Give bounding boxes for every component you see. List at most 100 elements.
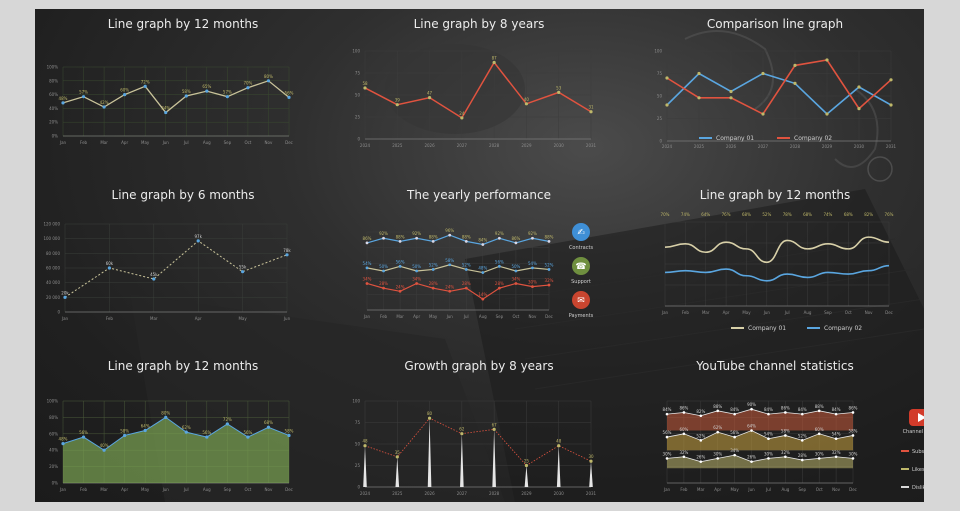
support-series-point [431, 268, 435, 271]
support-series-data-label: 52% [545, 262, 554, 267]
series-point [225, 422, 229, 426]
series-data-label: 53 [556, 85, 562, 90]
x-tick-label: Mar [100, 140, 108, 145]
dislikes-series-point [716, 457, 720, 460]
top-label: 74% [823, 212, 832, 217]
spike-bar [492, 429, 496, 487]
subscribers-series-point [834, 412, 838, 416]
series-point [143, 84, 147, 88]
series-data-label: 56% [202, 430, 211, 435]
x-tick-label: Jun [747, 487, 755, 492]
series-data-label: 56% [79, 430, 88, 435]
subscribers-series-point [817, 409, 821, 413]
y-tick-label: 100 000 [43, 236, 60, 241]
chart-yearly-performance: Jan Feb Mar Apr May Jun Jul Aug Sep Oct Nov Dec 86% 9… [363, 223, 594, 319]
likes-series-point [817, 432, 821, 436]
subscribers-series-data-label: 84% [764, 407, 773, 412]
series-point [143, 428, 147, 433]
series-data-label: 68% [264, 420, 273, 425]
x-tick-label: Mar [100, 487, 108, 492]
panel-line-6-months: Line graph by 6 months 0 20 000 40 000 60 0… [35, 180, 331, 344]
series-point [164, 110, 168, 115]
x-tick-label: Dec [285, 140, 293, 145]
contracts-series-point [415, 236, 419, 240]
dislikes-series-point [800, 458, 804, 462]
chart-line-8-years: 0 25 50 75 100 2024 2025 2026 2027 2028 2029 2030 20… [352, 49, 596, 149]
subscribers-series-data-label: 90% [747, 402, 756, 407]
dislikes-series-point [767, 457, 770, 460]
likes-series-data-label: 58% [781, 428, 790, 433]
y-tick-label: 0 [357, 137, 360, 142]
likes-series-data-label: 54% [764, 432, 773, 437]
x-tick-label: Oct [244, 140, 251, 145]
x-tick-label: 2025 [392, 491, 403, 496]
chart-title: The yearly performance [406, 188, 551, 202]
series-data-label: 48% [59, 96, 68, 101]
x-tick-label: Feb [106, 316, 114, 321]
series-data-label: 34% [161, 106, 170, 111]
x-tick-label: Jul [765, 487, 771, 492]
subscribers-series-data-label: 84% [730, 407, 739, 412]
dislikes-series-data-label: 26% [696, 455, 705, 460]
support-series-data-label: 50% [379, 264, 388, 269]
x-tick-label: Jun [763, 310, 771, 315]
likes-series-point [834, 437, 838, 441]
x-tick-label: Mar [702, 310, 710, 315]
y-tick-label: 40% [49, 106, 58, 111]
series-data-label: 40 [524, 97, 530, 102]
spike-bar [460, 433, 464, 487]
company-02-point [889, 78, 893, 82]
y-tick-label: 120 000 [43, 222, 60, 227]
series-data-label: 60k [106, 261, 114, 266]
subscribers-series-point [716, 409, 720, 413]
legend-label: Company 02 [794, 135, 832, 142]
company-02-point [825, 58, 829, 62]
x-tick-label: May [238, 316, 247, 321]
support-series-point [415, 269, 419, 273]
x-tick-label: Feb [80, 140, 88, 145]
support-series-point [365, 266, 369, 270]
payments-series-data-label: 24% [396, 284, 405, 289]
y-tick-label: 100% [47, 399, 59, 404]
top-label: 76% [722, 212, 731, 217]
y-tick-label: 0% [52, 481, 59, 486]
subscribers-series-point [665, 412, 669, 416]
y-tick-label: 0 [357, 485, 360, 490]
company-01-line [664, 236, 890, 264]
likes-series-point [716, 430, 720, 434]
series-data-label: 57% [223, 90, 232, 95]
subscribers-series-point [851, 411, 855, 414]
series-point [589, 110, 593, 114]
series-data-label: 60% [120, 88, 129, 93]
contracts-series-point [547, 239, 551, 243]
series-data-label: 48 [556, 439, 562, 444]
x-tick-label: Sep [798, 487, 806, 492]
series-point [363, 86, 367, 90]
x-tick-label: Aug [203, 140, 211, 145]
series-point [241, 270, 245, 274]
support-series-point [497, 264, 501, 268]
x-tick-label: Oct [512, 314, 519, 319]
likes-series-area [667, 430, 853, 451]
panel-line-12-months-a: Line graph by 12 months 0% 20% 40% 60% 80% 10… [35, 9, 331, 173]
x-tick-label: Aug [479, 314, 487, 319]
x-tick-label: Jan [663, 487, 671, 492]
series-point [492, 60, 496, 65]
series-point [123, 93, 127, 97]
y-tick-label: 100 [352, 49, 360, 54]
support-series-point [448, 263, 452, 267]
subscribers-series-data-label: 86% [679, 405, 688, 410]
series-data-label: 72% [141, 79, 150, 84]
y-tick-label: 80 000 [46, 251, 60, 256]
x-tick-label: 2026 [424, 491, 435, 496]
icon-glyph: ☎ [575, 262, 586, 272]
series-data-label: 24 [459, 111, 465, 116]
payments-series-point [398, 289, 402, 293]
series-data-label: 25 [524, 459, 530, 464]
chart-title: Line graph by 8 years [413, 17, 545, 31]
top-label: 76% [885, 212, 894, 217]
series-data-label: 56% [285, 90, 294, 95]
x-tick-label: 2028 [790, 144, 801, 149]
x-tick-label: 2030 [554, 143, 565, 148]
spike-bar [395, 456, 400, 487]
